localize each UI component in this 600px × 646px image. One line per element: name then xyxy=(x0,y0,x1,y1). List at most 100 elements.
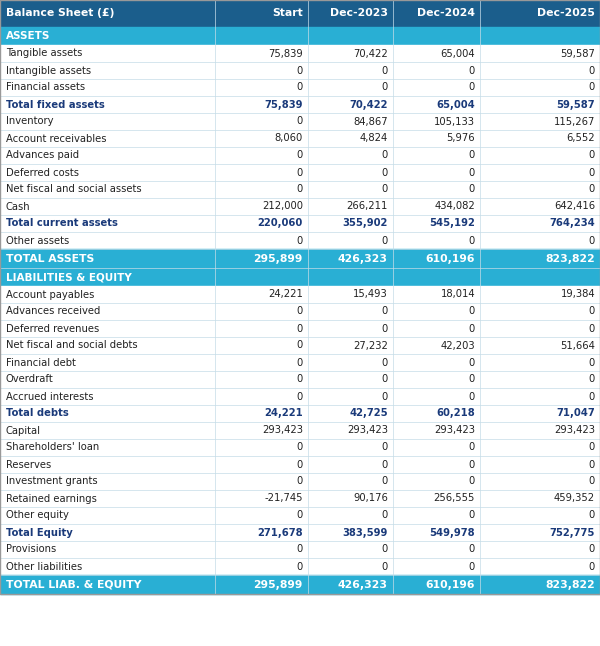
Text: 4,824: 4,824 xyxy=(360,134,388,143)
Text: 0: 0 xyxy=(382,65,388,76)
Text: 0: 0 xyxy=(589,65,595,76)
Bar xyxy=(0,0,600,27)
Text: 5,976: 5,976 xyxy=(446,134,475,143)
Text: 0: 0 xyxy=(297,510,303,521)
Text: 0: 0 xyxy=(589,151,595,160)
Text: 549,978: 549,978 xyxy=(430,528,475,537)
Text: -21,745: -21,745 xyxy=(265,494,303,503)
Text: 459,352: 459,352 xyxy=(554,494,595,503)
Text: Reserves: Reserves xyxy=(6,459,51,470)
Text: Shareholders' loan: Shareholders' loan xyxy=(6,443,99,452)
Text: 65,004: 65,004 xyxy=(440,48,475,59)
Text: 0: 0 xyxy=(469,167,475,178)
Bar xyxy=(0,130,600,147)
Text: 642,416: 642,416 xyxy=(554,202,595,211)
Text: 0: 0 xyxy=(469,236,475,245)
Text: 0: 0 xyxy=(469,545,475,554)
Text: 0: 0 xyxy=(469,459,475,470)
Text: 0: 0 xyxy=(297,306,303,317)
Text: Advances paid: Advances paid xyxy=(6,151,79,160)
Text: 266,211: 266,211 xyxy=(347,202,388,211)
Bar xyxy=(0,96,600,113)
Bar xyxy=(0,268,600,286)
Text: 42,725: 42,725 xyxy=(349,408,388,419)
Text: 0: 0 xyxy=(589,561,595,572)
Text: 0: 0 xyxy=(297,391,303,402)
Text: 0: 0 xyxy=(297,151,303,160)
Text: 545,192: 545,192 xyxy=(429,218,475,229)
Text: 70,422: 70,422 xyxy=(349,99,388,110)
Text: 75,839: 75,839 xyxy=(268,48,303,59)
Text: Cash: Cash xyxy=(6,202,31,211)
Text: 0: 0 xyxy=(297,185,303,194)
Text: Accrued interests: Accrued interests xyxy=(6,391,94,402)
Text: 0: 0 xyxy=(382,185,388,194)
Text: 0: 0 xyxy=(469,324,475,333)
Text: 426,323: 426,323 xyxy=(338,579,388,590)
Text: 0: 0 xyxy=(382,167,388,178)
Text: 355,902: 355,902 xyxy=(343,218,388,229)
Text: 0: 0 xyxy=(382,510,388,521)
Text: Investment grants: Investment grants xyxy=(6,477,98,486)
Text: Provisions: Provisions xyxy=(6,545,56,554)
Text: 0: 0 xyxy=(382,83,388,92)
Bar xyxy=(0,232,600,249)
Text: 0: 0 xyxy=(297,65,303,76)
Bar xyxy=(0,113,600,130)
Bar xyxy=(0,541,600,558)
Text: 0: 0 xyxy=(589,477,595,486)
Text: TOTAL ASSETS: TOTAL ASSETS xyxy=(6,253,94,264)
Text: 0: 0 xyxy=(382,443,388,452)
Text: 0: 0 xyxy=(297,375,303,384)
Text: Other liabilities: Other liabilities xyxy=(6,561,82,572)
Text: 0: 0 xyxy=(469,151,475,160)
Bar xyxy=(0,473,600,490)
Text: 0: 0 xyxy=(297,459,303,470)
Text: 90,176: 90,176 xyxy=(353,494,388,503)
Text: 115,267: 115,267 xyxy=(554,116,595,127)
Bar xyxy=(0,354,600,371)
Bar xyxy=(0,249,600,268)
Bar xyxy=(0,388,600,405)
Text: 271,678: 271,678 xyxy=(257,528,303,537)
Text: 0: 0 xyxy=(469,65,475,76)
Text: 295,899: 295,899 xyxy=(254,253,303,264)
Bar xyxy=(0,164,600,181)
Text: 823,822: 823,822 xyxy=(545,253,595,264)
Bar xyxy=(0,303,600,320)
Text: 610,196: 610,196 xyxy=(425,253,475,264)
Text: 0: 0 xyxy=(589,357,595,368)
Text: 70,422: 70,422 xyxy=(353,48,388,59)
Text: 27,232: 27,232 xyxy=(353,340,388,351)
Text: 60,218: 60,218 xyxy=(436,408,475,419)
Bar xyxy=(0,320,600,337)
Text: Dec-2023: Dec-2023 xyxy=(330,8,388,19)
Text: 0: 0 xyxy=(589,510,595,521)
Text: 0: 0 xyxy=(589,83,595,92)
Text: 0: 0 xyxy=(589,167,595,178)
Text: 0: 0 xyxy=(589,545,595,554)
Text: Start: Start xyxy=(272,8,303,19)
Text: 0: 0 xyxy=(297,340,303,351)
Text: 256,555: 256,555 xyxy=(434,494,475,503)
Text: Balance Sheet (£): Balance Sheet (£) xyxy=(6,8,115,19)
Text: 0: 0 xyxy=(469,375,475,384)
Bar xyxy=(0,405,600,422)
Text: 0: 0 xyxy=(469,477,475,486)
Text: Total current assets: Total current assets xyxy=(6,218,118,229)
Text: 220,060: 220,060 xyxy=(258,218,303,229)
Text: 0: 0 xyxy=(297,83,303,92)
Text: 434,082: 434,082 xyxy=(434,202,475,211)
Bar xyxy=(0,147,600,164)
Text: 0: 0 xyxy=(382,545,388,554)
Text: Deferred costs: Deferred costs xyxy=(6,167,79,178)
Text: 0: 0 xyxy=(382,459,388,470)
Text: 0: 0 xyxy=(469,357,475,368)
Text: 293,423: 293,423 xyxy=(347,426,388,435)
Text: 764,234: 764,234 xyxy=(549,218,595,229)
Text: ASSETS: ASSETS xyxy=(6,31,50,41)
Text: 426,323: 426,323 xyxy=(338,253,388,264)
Bar xyxy=(0,371,600,388)
Text: Inventory: Inventory xyxy=(6,116,53,127)
Text: Net fiscal and social assets: Net fiscal and social assets xyxy=(6,185,142,194)
